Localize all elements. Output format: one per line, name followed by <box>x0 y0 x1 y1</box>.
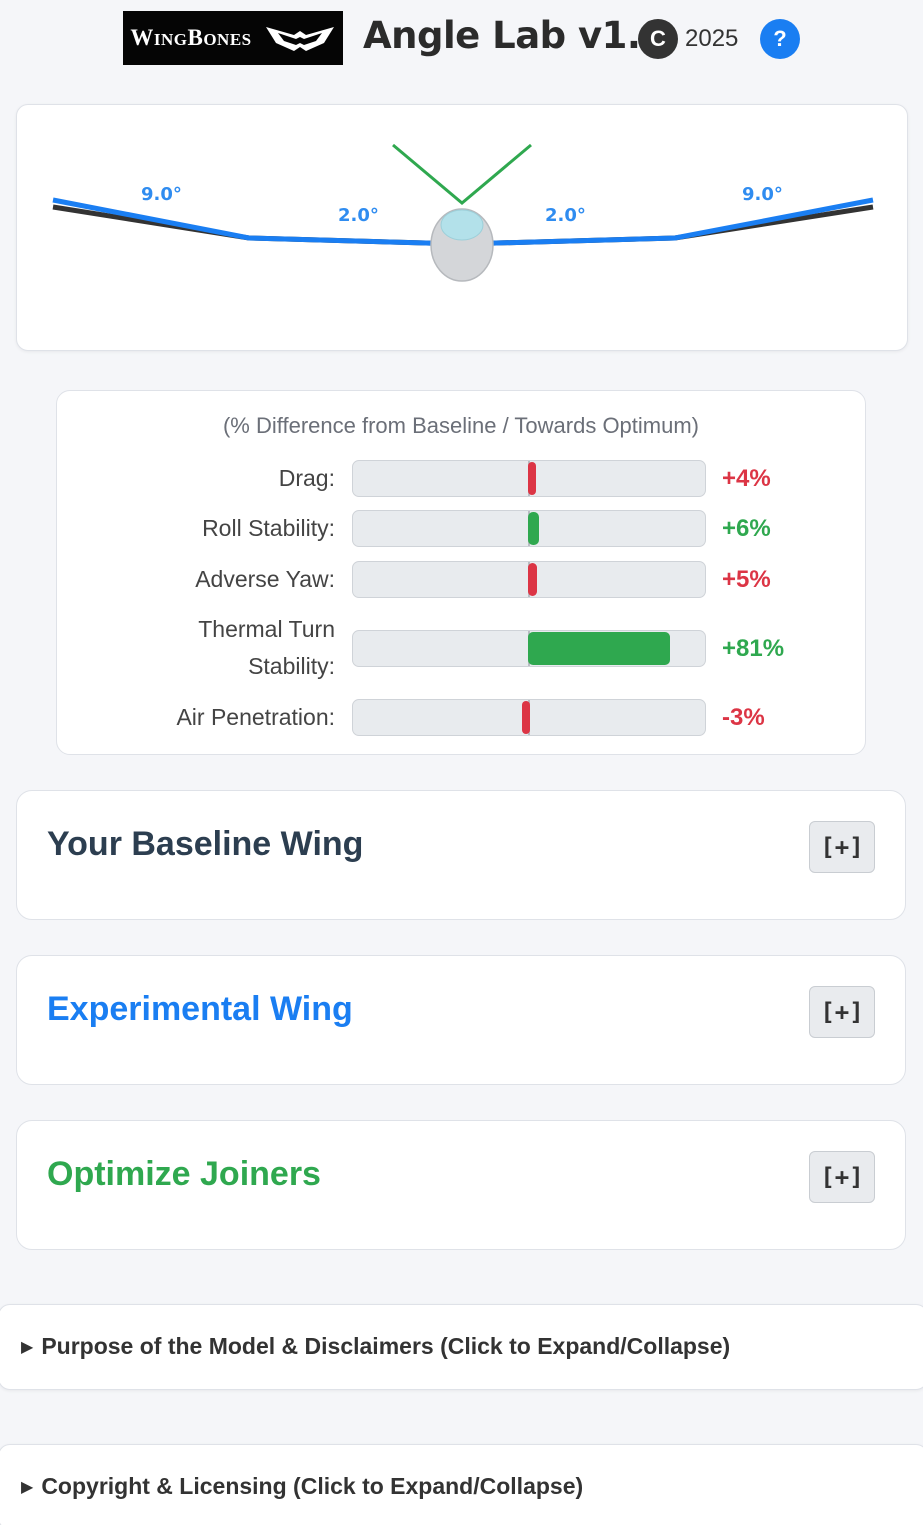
metric-bar-fill <box>528 632 670 665</box>
help-button[interactable]: ? <box>760 19 800 59</box>
wing-visualization: 9.0° 2.0° 2.0° 9.0° <box>16 104 908 351</box>
expand-triangle-icon: ▶ <box>21 1478 34 1496</box>
copyright-year: 2025 <box>685 25 739 52</box>
experimental-wing-expand-button[interactable]: [+] <box>809 986 875 1038</box>
metric-bar <box>352 630 706 667</box>
optimize-joiners-title[interactable]: Optimize Joiners <box>47 1155 321 1193</box>
metric-value: -3% <box>722 704 765 731</box>
experimental-wing-title[interactable]: Experimental Wing <box>47 990 353 1028</box>
expand-triangle-icon: ▶ <box>21 1338 34 1356</box>
experimental-wing-right <box>461 197 874 247</box>
optimize-joiners-section: Optimize Joiners [+] <box>16 1120 906 1250</box>
metric-label: Adverse Yaw: <box>195 566 335 592</box>
purpose-disclaimers-details[interactable]: ▶ Purpose of the Model & Disclaimers (Cl… <box>0 1304 923 1390</box>
metric-bar-fill <box>528 563 537 596</box>
metric-bar <box>352 510 706 547</box>
metric-label: Drag: <box>278 465 335 491</box>
app-header: WINGBONES Angle Lab v1.0 C 2025 ? <box>0 0 923 78</box>
right-outer-angle-label: 9.0° <box>742 184 783 205</box>
canopy-icon <box>440 209 484 241</box>
copyright-licensing-summary[interactable]: ▶ Copyright & Licensing (Click to Expand… <box>21 1473 584 1499</box>
experimental-wing-left <box>52 197 463 247</box>
left-outer-angle-label: 9.0° <box>141 184 182 205</box>
wingbones-logo: WINGBONES <box>123 11 343 65</box>
copyright-icon: C <box>638 19 678 59</box>
metric-value: +5% <box>722 566 771 593</box>
baseline-wing-title[interactable]: Your Baseline Wing <box>47 825 364 863</box>
right-inner-angle-label: 2.0° <box>545 205 586 226</box>
app-title: Angle Lab v1.0 <box>363 14 666 57</box>
metric-value: +4% <box>722 465 771 492</box>
metric-bar <box>352 561 706 598</box>
metric-bar <box>352 460 706 497</box>
metric-bar <box>352 699 706 736</box>
metric-label: Thermal Turn Stability: <box>198 616 335 679</box>
experimental-wing-section: Experimental Wing [+] <box>16 955 906 1085</box>
metric-bar-fill <box>528 462 536 495</box>
wing-logo-icon <box>265 27 334 51</box>
metric-label: Roll Stability: <box>202 515 335 541</box>
metric-bar-fill <box>522 701 530 734</box>
metric-bar-fill <box>528 512 539 545</box>
metric-value: +81% <box>722 635 785 662</box>
purpose-disclaimers-summary[interactable]: ▶ Purpose of the Model & Disclaimers (Cl… <box>21 1333 731 1359</box>
performance-metrics: (% Difference from Baseline / Towards Op… <box>56 390 866 755</box>
baseline-wing-expand-button[interactable]: [+] <box>809 821 875 873</box>
left-inner-angle-label: 2.0° <box>338 205 379 226</box>
wing-diagram: 9.0° 2.0° 2.0° 9.0° <box>52 143 874 282</box>
tail-v-shape <box>392 143 532 205</box>
optimize-joiners-expand-button[interactable]: [+] <box>809 1151 875 1203</box>
copyright-licensing-details[interactable]: ▶ Copyright & Licensing (Click to Expand… <box>0 1444 923 1525</box>
logo-text: WINGBONES <box>130 25 252 50</box>
metric-label: Air Penetration: <box>176 704 335 730</box>
metrics-subtitle: (% Difference from Baseline / Towards Op… <box>222 413 700 438</box>
metric-value: +6% <box>722 515 771 542</box>
baseline-wing-section: Your Baseline Wing [+] <box>16 790 906 920</box>
